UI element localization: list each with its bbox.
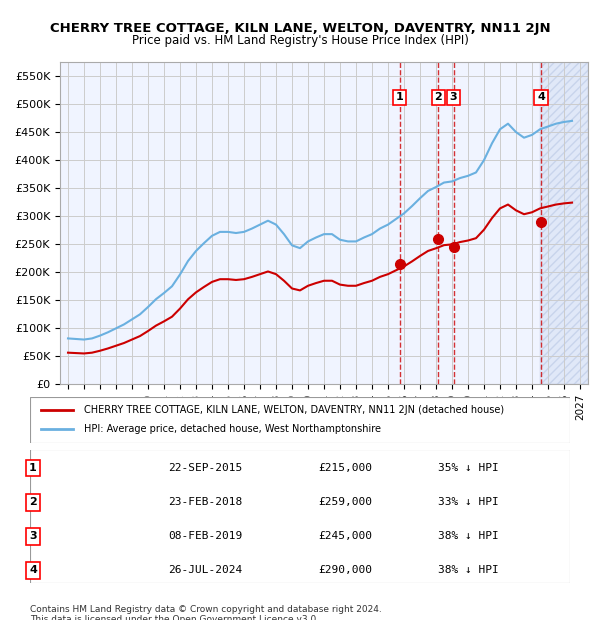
FancyBboxPatch shape	[30, 450, 570, 583]
Text: Price paid vs. HM Land Registry's House Price Index (HPI): Price paid vs. HM Land Registry's House …	[131, 34, 469, 47]
Text: 1: 1	[29, 463, 37, 473]
Text: 38% ↓ HPI: 38% ↓ HPI	[438, 531, 499, 541]
Text: 38% ↓ HPI: 38% ↓ HPI	[438, 565, 499, 575]
Text: 2: 2	[434, 92, 442, 102]
Text: Contains HM Land Registry data © Crown copyright and database right 2024.
This d: Contains HM Land Registry data © Crown c…	[30, 604, 382, 620]
Polygon shape	[540, 62, 588, 384]
Text: 35% ↓ HPI: 35% ↓ HPI	[438, 463, 499, 473]
Text: 2: 2	[29, 497, 37, 507]
Text: 1: 1	[396, 92, 404, 102]
Text: 3: 3	[450, 92, 457, 102]
Text: 33% ↓ HPI: 33% ↓ HPI	[438, 497, 499, 507]
Text: HPI: Average price, detached house, West Northamptonshire: HPI: Average price, detached house, West…	[84, 424, 381, 435]
Text: 4: 4	[537, 92, 545, 102]
Text: 08-FEB-2019: 08-FEB-2019	[168, 531, 242, 541]
Text: 23-FEB-2018: 23-FEB-2018	[168, 497, 242, 507]
Text: 4: 4	[29, 565, 37, 575]
FancyBboxPatch shape	[30, 397, 570, 443]
Text: 26-JUL-2024: 26-JUL-2024	[168, 565, 242, 575]
Text: CHERRY TREE COTTAGE, KILN LANE, WELTON, DAVENTRY, NN11 2JN (detached house): CHERRY TREE COTTAGE, KILN LANE, WELTON, …	[84, 405, 504, 415]
Text: £245,000: £245,000	[318, 531, 372, 541]
Text: 22-SEP-2015: 22-SEP-2015	[168, 463, 242, 473]
Text: £259,000: £259,000	[318, 497, 372, 507]
Text: £215,000: £215,000	[318, 463, 372, 473]
Polygon shape	[540, 62, 588, 384]
Text: £290,000: £290,000	[318, 565, 372, 575]
Text: CHERRY TREE COTTAGE, KILN LANE, WELTON, DAVENTRY, NN11 2JN: CHERRY TREE COTTAGE, KILN LANE, WELTON, …	[50, 22, 550, 35]
Text: 3: 3	[29, 531, 37, 541]
